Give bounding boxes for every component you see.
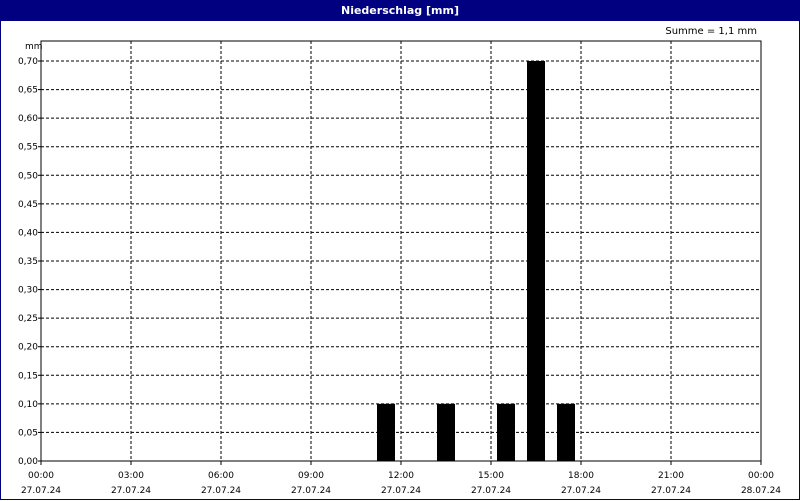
x-axis-ticks: 00:00 27.07.24 03:00 27.07.24 06:00 27.07.24 0… [21,461,781,496]
y-tick-label: 0,00 [18,457,38,467]
x-tick-time-label: 00:00 [748,471,774,481]
precipitation-bar [377,403,395,461]
y-axis-ticks: 0,00 0,05 0,10 0,15 0,20 0,25 0,30 0,35 0,40 0,45… [18,57,41,467]
precipitation-bar [437,403,455,461]
y-tick-label: 0,65 [18,86,38,96]
x-tick-date-label: 27.07.24 [561,486,601,496]
x-tick-date-label: 27.07.24 [471,486,511,496]
y-tick-label: 0,55 [18,143,38,153]
y-tick-label: 0,45 [18,200,38,210]
y-tick-label: 0,50 [18,171,38,181]
precipitation-bar [527,61,545,461]
x-tick-time-label: 12:00 [388,471,414,481]
x-tick-time-label: 09:00 [298,471,324,481]
y-tick-label: 0,05 [18,428,38,438]
x-tick-time-label: 06:00 [208,471,234,481]
grid [41,41,761,461]
y-tick-label: 0,40 [18,228,38,238]
y-tick-label: 0,25 [18,314,38,324]
x-tick-time-label: 21:00 [658,471,684,481]
y-tick-label: 0,70 [18,57,38,67]
y-tick-label: 0,10 [18,400,38,410]
y-tick-label: 0,20 [18,343,38,353]
x-tick-date-label: 27.07.24 [21,486,61,496]
x-tick-date-label: 27.07.24 [111,486,151,496]
y-tick-label: 0,30 [18,286,38,296]
y-tick-label: 0,35 [18,257,38,267]
x-tick-date-label: 27.07.24 [291,486,331,496]
x-tick-time-label: 00:00 [28,471,54,481]
x-tick-date-label: 27.07.24 [381,486,421,496]
y-axis-label: mm [25,42,43,52]
precipitation-sum: Summe = 1,1 mm [665,26,757,37]
x-tick-time-label: 15:00 [478,471,504,481]
bars [377,61,575,461]
precipitation-bar [497,403,515,461]
precipitation-bar [557,403,575,461]
x-tick-time-label: 03:00 [118,471,144,481]
x-tick-date-label: 27.07.24 [651,486,691,496]
y-tick-label: 0,15 [18,371,38,381]
x-tick-date-label: 28.07.24 [741,486,781,496]
x-tick-date-label: 27.07.24 [201,486,241,496]
x-tick-time-label: 18:00 [568,471,594,481]
y-tick-label: 0,60 [18,114,38,124]
window-title: Niederschlag [mm] [1,1,799,21]
